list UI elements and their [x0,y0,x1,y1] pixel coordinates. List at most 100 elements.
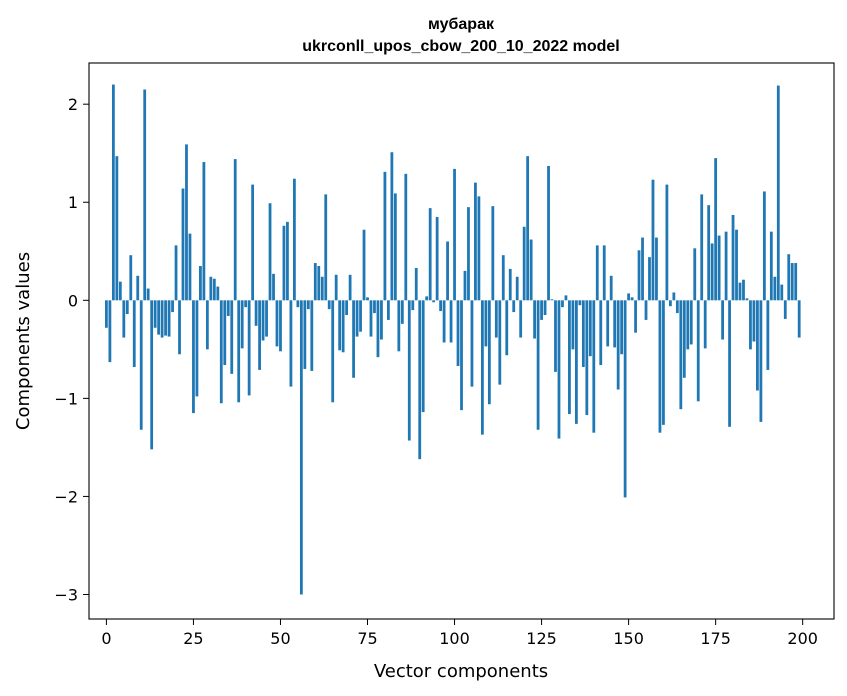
bar [230,300,234,374]
bar [324,194,328,301]
bar [623,300,627,498]
bar [251,184,255,301]
bar [494,300,498,338]
bar [574,300,578,424]
bar [216,286,220,301]
bar [474,182,477,301]
bar [703,300,707,349]
bar [282,225,286,301]
bar [226,300,230,316]
bar [143,89,147,301]
bar [289,300,293,387]
bar [752,300,756,342]
bar [407,300,411,441]
bar [286,221,289,301]
bar [139,300,143,430]
bar [118,281,122,301]
bar [306,300,310,310]
bar [268,203,272,301]
bar [599,300,603,366]
bar [219,300,223,404]
bar [428,208,432,301]
bar [484,300,488,347]
bar [296,300,300,308]
bar [609,275,613,301]
bar [129,255,133,301]
bar [421,300,425,413]
bar [390,152,394,301]
bar [362,229,366,301]
bar [404,173,408,301]
bar [707,205,711,301]
bar [651,179,655,301]
bar [557,300,561,439]
bar [366,297,369,301]
bar [498,300,502,385]
bar [261,300,265,341]
bar [620,300,624,355]
bar [299,300,303,595]
bar [244,300,248,308]
bar [178,300,181,355]
bar [237,300,241,403]
bar [272,273,275,301]
bar [477,196,481,301]
bar [595,245,599,301]
bar [588,300,592,357]
bar [146,288,150,301]
bar [199,265,202,301]
bar [171,300,174,313]
bar [449,300,453,343]
bar [787,254,791,301]
y-axis: −3 −2 −1 0 1 2 [54,95,89,604]
bar [463,270,467,301]
bar [136,275,140,301]
bar [689,300,693,345]
bar [505,300,509,356]
x-axis-label: Vector components [374,661,548,682]
bar [780,284,784,301]
bar [195,300,199,397]
bar [592,300,596,433]
bar [467,207,470,301]
bar [279,300,282,352]
x-tick-label: 0 [101,629,111,648]
bar [749,300,752,350]
bar [355,300,359,337]
bar [543,300,547,316]
y-tick-label: 2 [68,95,78,114]
bar [293,178,296,301]
bar [317,265,321,301]
bar [258,300,261,370]
bar [693,248,697,301]
bar [672,292,676,301]
bar [205,300,209,350]
bar [341,300,345,353]
bar [460,300,463,411]
bar [202,162,206,301]
bar [533,300,536,339]
y-tick-label: 1 [68,193,78,212]
bar [380,300,383,340]
bar [310,300,314,371]
y-tick-label: −3 [54,585,78,604]
bar [658,300,662,433]
bar [223,300,227,366]
x-tick-label: 175 [700,629,731,648]
bar [637,250,641,301]
bar [487,300,491,405]
bar [411,300,415,311]
bar [602,245,606,301]
bar [696,300,700,402]
bar [345,300,349,316]
bar [456,300,460,367]
bar [686,300,690,350]
bar [797,300,801,338]
bar [150,300,154,450]
bar [568,300,571,415]
bar [327,300,331,310]
bar [373,300,376,314]
bar [526,156,530,301]
bar [425,296,429,301]
bar [470,300,474,387]
